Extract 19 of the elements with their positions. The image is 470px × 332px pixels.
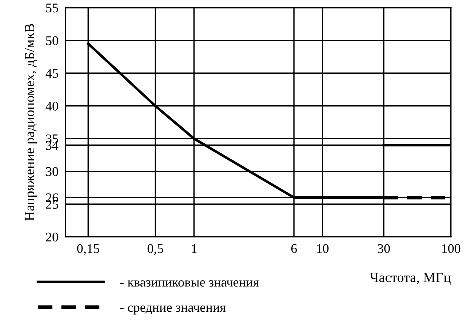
y-tick-label: 50 [46, 36, 58, 46]
legend-label: - квазипиковые значения [120, 280, 260, 287]
y-tick-label: 55 [46, 4, 58, 13]
x-tick-label: 100 [442, 244, 461, 254]
x-tick-label: 30 [378, 244, 390, 254]
y-tick-label: 40 [46, 102, 58, 111]
x-tick-label: 0,15 [77, 244, 100, 256]
x-tick-label: 0,5 [148, 244, 164, 256]
legend-label: - средние значения [120, 306, 226, 315]
x-axis-title: Частота, МГц [370, 273, 451, 285]
y-tick-label: 20 [46, 232, 58, 242]
y-tick-label: 30 [46, 167, 58, 176]
x-tick-label: 1 [192, 244, 197, 254]
y-tick-label: 26 [46, 194, 58, 202]
y-tick-label: 45 [46, 69, 58, 78]
y-tick-label: 25 [46, 200, 58, 210]
x-tick-label: 10 [317, 244, 329, 254]
y-axis-title: Напряжение радиопомех, дБ/мкВ [25, 24, 38, 222]
x-tick-label: 6 [292, 244, 298, 254]
